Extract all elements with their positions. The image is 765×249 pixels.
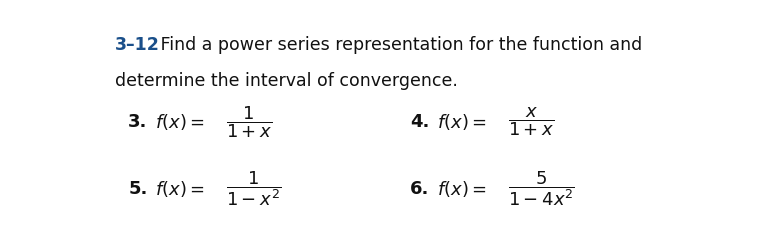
Text: determine the interval of convergence.: determine the interval of convergence. [115,72,457,90]
Text: 6.: 6. [410,180,429,198]
Text: $\dfrac{1}{1 - x^2}$: $\dfrac{1}{1 - x^2}$ [226,170,282,208]
Text: 5.: 5. [129,180,148,198]
Text: $f(x) =$: $f(x) =$ [437,179,487,199]
Text: Find a power series representation for the function and: Find a power series representation for t… [155,36,642,54]
Text: 4.: 4. [410,113,429,131]
Text: $f(x) =$: $f(x) =$ [155,179,204,199]
Text: $\dfrac{x}{1 + x}$: $\dfrac{x}{1 + x}$ [508,106,554,138]
Text: 3.: 3. [129,113,148,131]
Text: 3–12: 3–12 [115,36,159,54]
Text: $\dfrac{1}{1 + x}$: $\dfrac{1}{1 + x}$ [226,104,272,140]
Text: $f(x) =$: $f(x) =$ [437,112,487,132]
Text: $f(x) =$: $f(x) =$ [155,112,204,132]
Text: $\dfrac{5}{1 - 4x^2}$: $\dfrac{5}{1 - 4x^2}$ [508,170,575,208]
